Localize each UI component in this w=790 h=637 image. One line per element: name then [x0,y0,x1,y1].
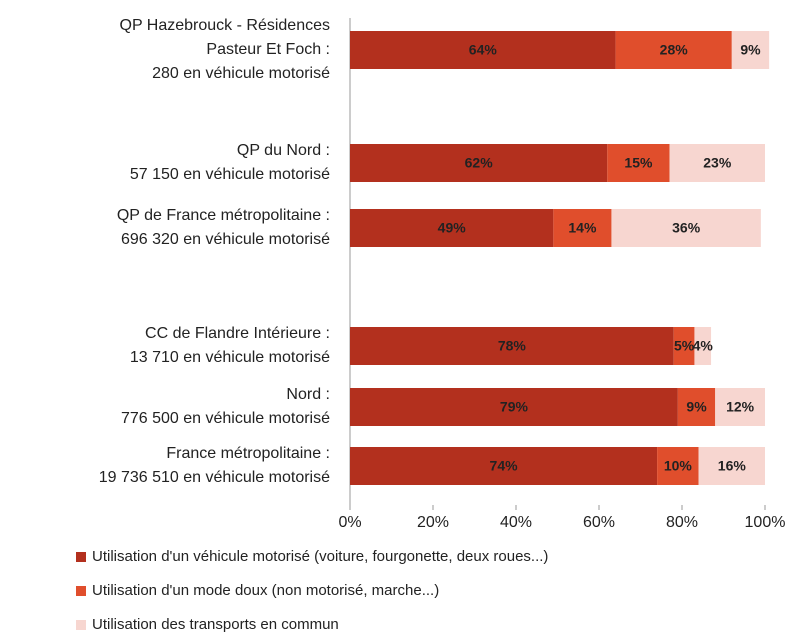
y-tick-label: 280 en véhicule motorisé [152,65,330,82]
legend-label: Utilisation d'un véhicule motorisé (voit… [92,548,548,565]
data-label: 49% [438,220,467,236]
bar-segment [350,447,658,485]
legend-label: Utilisation d'un mode doux (non motorisé… [92,582,439,599]
bar-segment [698,447,765,485]
y-tick-label: 19 736 510 en véhicule motorisé [99,469,330,486]
y-tick-label: 57 150 en véhicule motorisé [130,166,330,183]
data-label: 12% [726,399,755,415]
data-label: 14% [568,220,597,236]
y-tick-label: QP Hazebrouck - Résidences [120,17,330,34]
data-label: 74% [490,458,519,474]
bar-segment [350,144,608,182]
data-label: 15% [624,155,653,171]
bar-segment [553,209,612,247]
legend-swatch [76,586,86,596]
bar-segment [657,447,699,485]
bar-segment [607,144,670,182]
y-tick-label: QP du Nord : [237,142,330,159]
y-tick-label: CC de Flandre Intérieure : [145,325,330,342]
x-tick-label: 80% [666,514,698,531]
legend-swatch [76,552,86,562]
bar-segment [669,144,765,182]
data-label: 36% [672,220,701,236]
x-tick-label: 0% [338,514,361,531]
bar-segment [715,388,765,426]
data-label: 5% [674,338,695,354]
data-label: 62% [465,155,494,171]
data-label: 9% [686,399,707,415]
y-tick-label: France métropolitaine : [166,445,330,462]
data-label: 4% [693,338,714,354]
data-label: 28% [660,42,689,58]
data-label: 64% [469,42,498,58]
bar-segment [731,31,770,69]
bar-segment [673,327,695,365]
bar-segment [350,31,616,69]
x-tick-label: 20% [417,514,449,531]
y-tick-label: 696 320 en véhicule motorisé [121,231,330,248]
x-tick-label: 60% [583,514,615,531]
y-tick-label: 13 710 en véhicule motorisé [130,349,330,366]
x-tick-label: 40% [500,514,532,531]
data-label: 10% [664,458,693,474]
bar-segment [677,388,716,426]
y-tick-label: Pasteur Et Foch : [206,41,330,58]
bar-segment [350,388,678,426]
legend-label: Utilisation des transports en commun [92,616,339,633]
data-label: 23% [703,155,732,171]
legend-swatch [76,620,86,630]
y-tick-label: QP de France métropolitaine : [117,207,330,224]
data-label: 78% [498,338,527,354]
bar-segment [694,327,712,365]
y-tick-label: 776 500 en véhicule motorisé [121,410,330,427]
y-tick-label: Nord : [286,386,330,403]
data-label: 9% [740,42,761,58]
bar-segment [611,209,761,247]
data-label: 16% [718,458,747,474]
bar-segment [350,209,554,247]
bar-segment [615,31,732,69]
data-label: 79% [500,399,529,415]
x-tick-label: 100% [745,514,786,531]
bar-segment [350,327,674,365]
